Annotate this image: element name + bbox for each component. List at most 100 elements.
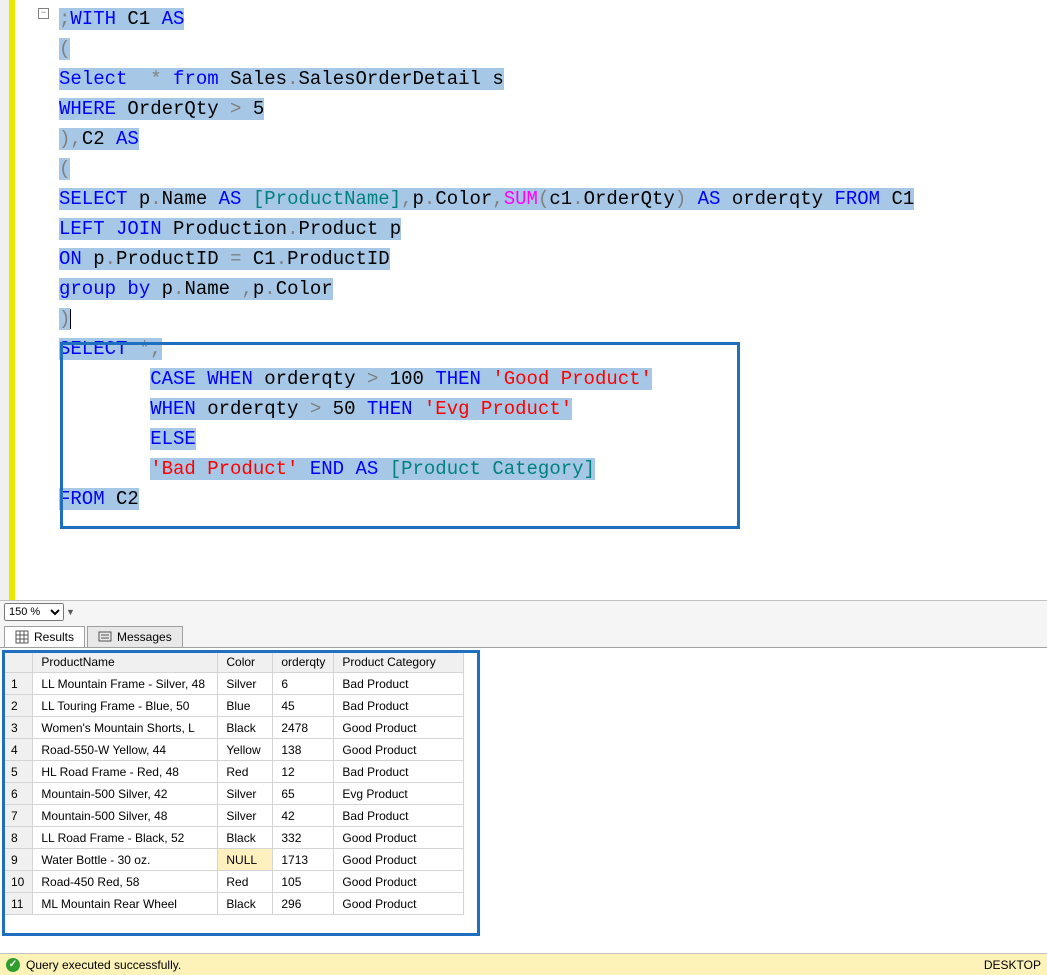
table-cell[interactable]: 1713 [273,849,334,871]
table-row[interactable]: 11ML Mountain Rear WheelBlack296Good Pro… [3,893,464,915]
code-line[interactable]: SELECT p.Name AS [ProductName],p.Color,S… [59,184,1039,214]
table-cell[interactable]: Silver [218,783,273,805]
table-cell[interactable]: Bad Product [334,673,464,695]
code-line[interactable]: CASE WHEN orderqty > 100 THEN 'Good Prod… [59,364,1039,394]
tab-messages-label: Messages [117,630,172,644]
results-grid-area[interactable]: ProductNameColororderqtyProduct Category… [0,648,1047,953]
code-line[interactable]: LEFT JOIN Production.Product p [59,214,1039,244]
row-number[interactable]: 8 [3,827,33,849]
status-bar: ✓ Query executed successfully. DESKTOP [0,953,1047,975]
table-cell[interactable]: Evg Product [334,783,464,805]
code-line[interactable]: WHEN orderqty > 50 THEN 'Evg Product' [59,394,1039,424]
table-cell[interactable]: Silver [218,673,273,695]
column-header[interactable]: Product Category [334,651,464,673]
code-line[interactable]: 'Bad Product' END AS [Product Category] [59,454,1039,484]
code-line[interactable]: ),C2 AS [59,124,1039,154]
row-number[interactable]: 10 [3,871,33,893]
row-number[interactable]: 3 [3,717,33,739]
tab-messages[interactable]: Messages [87,626,183,647]
results-table: ProductNameColororderqtyProduct Category… [2,650,464,915]
column-header[interactable]: orderqty [273,651,334,673]
table-cell[interactable]: Black [218,827,273,849]
table-cell[interactable]: Road-550-W Yellow, 44 [33,739,218,761]
code-line[interactable]: ON p.ProductID = C1.ProductID [59,244,1039,274]
table-cell[interactable]: 65 [273,783,334,805]
table-cell[interactable]: Mountain-500 Silver, 48 [33,805,218,827]
table-cell[interactable]: LL Road Frame - Black, 52 [33,827,218,849]
code-line[interactable]: Select * from Sales.SalesOrderDetail s [59,64,1039,94]
table-cell[interactable]: Good Product [334,827,464,849]
sql-editor[interactable]: − ;WITH C1 AS(Select * from Sales.SalesO… [0,0,1047,600]
table-cell[interactable]: 2478 [273,717,334,739]
table-cell[interactable]: 6 [273,673,334,695]
table-row[interactable]: 5HL Road Frame - Red, 48Red12Bad Product [3,761,464,783]
row-number[interactable]: 9 [3,849,33,871]
zoom-select[interactable]: 150 % [4,603,64,621]
table-cell[interactable]: 296 [273,893,334,915]
table-cell[interactable]: LL Touring Frame - Blue, 50 [33,695,218,717]
table-cell[interactable]: Good Product [334,849,464,871]
table-cell[interactable]: LL Mountain Frame - Silver, 48 [33,673,218,695]
table-cell[interactable]: Bad Product [334,761,464,783]
row-number[interactable]: 11 [3,893,33,915]
table-cell[interactable]: 45 [273,695,334,717]
table-cell[interactable]: 42 [273,805,334,827]
table-cell[interactable]: HL Road Frame - Red, 48 [33,761,218,783]
table-row[interactable]: 7Mountain-500 Silver, 48Silver42Bad Prod… [3,805,464,827]
table-cell[interactable]: ML Mountain Rear Wheel [33,893,218,915]
table-cell[interactable]: NULL [218,849,273,871]
table-cell[interactable]: 332 [273,827,334,849]
code-line[interactable]: ( [59,34,1039,64]
table-cell[interactable]: 12 [273,761,334,783]
table-row[interactable]: 6Mountain-500 Silver, 42Silver65Evg Prod… [3,783,464,805]
table-row[interactable]: 4Road-550-W Yellow, 44Yellow138Good Prod… [3,739,464,761]
row-number[interactable]: 5 [3,761,33,783]
table-row[interactable]: 10Road-450 Red, 58Red105Good Product [3,871,464,893]
table-cell[interactable]: Road-450 Red, 58 [33,871,218,893]
row-number[interactable]: 7 [3,805,33,827]
table-row[interactable]: 1LL Mountain Frame - Silver, 48Silver6Ba… [3,673,464,695]
table-cell[interactable]: Women's Mountain Shorts, L [33,717,218,739]
tab-results[interactable]: Results [4,626,85,647]
table-cell[interactable]: Bad Product [334,805,464,827]
success-check-icon: ✓ [6,958,20,972]
table-row[interactable]: 9Water Bottle - 30 oz.NULL1713Good Produ… [3,849,464,871]
table-cell[interactable]: Good Product [334,871,464,893]
code-line[interactable]: group by p.Name ,p.Color [59,274,1039,304]
table-cell[interactable]: Bad Product [334,695,464,717]
code-pane[interactable]: ;WITH C1 AS(Select * from Sales.SalesOrd… [55,0,1047,600]
code-line[interactable]: SELECT *, [59,334,1039,364]
code-line[interactable]: ELSE [59,424,1039,454]
code-line[interactable]: ;WITH C1 AS [59,4,1039,34]
table-cell[interactable]: Good Product [334,893,464,915]
table-cell[interactable]: Blue [218,695,273,717]
row-number[interactable]: 4 [3,739,33,761]
row-number[interactable]: 2 [3,695,33,717]
table-cell[interactable]: 138 [273,739,334,761]
table-row[interactable]: 2LL Touring Frame - Blue, 50Blue45Bad Pr… [3,695,464,717]
table-cell[interactable]: Black [218,893,273,915]
table-cell[interactable]: Good Product [334,739,464,761]
code-line[interactable]: FROM C2 [59,484,1039,514]
code-line[interactable]: WHERE OrderQty > 5 [59,94,1039,124]
grid-icon [15,630,29,644]
table-row[interactable]: 3Women's Mountain Shorts, LBlack2478Good… [3,717,464,739]
table-cell[interactable]: Water Bottle - 30 oz. [33,849,218,871]
code-line[interactable]: ( [59,154,1039,184]
table-row[interactable]: 8LL Road Frame - Black, 52Black332Good P… [3,827,464,849]
fold-collapse-icon[interactable]: − [38,8,49,19]
row-number[interactable]: 1 [3,673,33,695]
table-cell[interactable]: Red [218,761,273,783]
messages-icon [98,630,112,644]
table-cell[interactable]: Red [218,871,273,893]
table-cell[interactable]: Yellow [218,739,273,761]
row-number[interactable]: 6 [3,783,33,805]
table-cell[interactable]: Good Product [334,717,464,739]
column-header[interactable]: Color [218,651,273,673]
table-cell[interactable]: Mountain-500 Silver, 42 [33,783,218,805]
table-cell[interactable]: Silver [218,805,273,827]
column-header[interactable]: ProductName [33,651,218,673]
code-line[interactable]: ) [59,304,1039,334]
table-cell[interactable]: 105 [273,871,334,893]
table-cell[interactable]: Black [218,717,273,739]
